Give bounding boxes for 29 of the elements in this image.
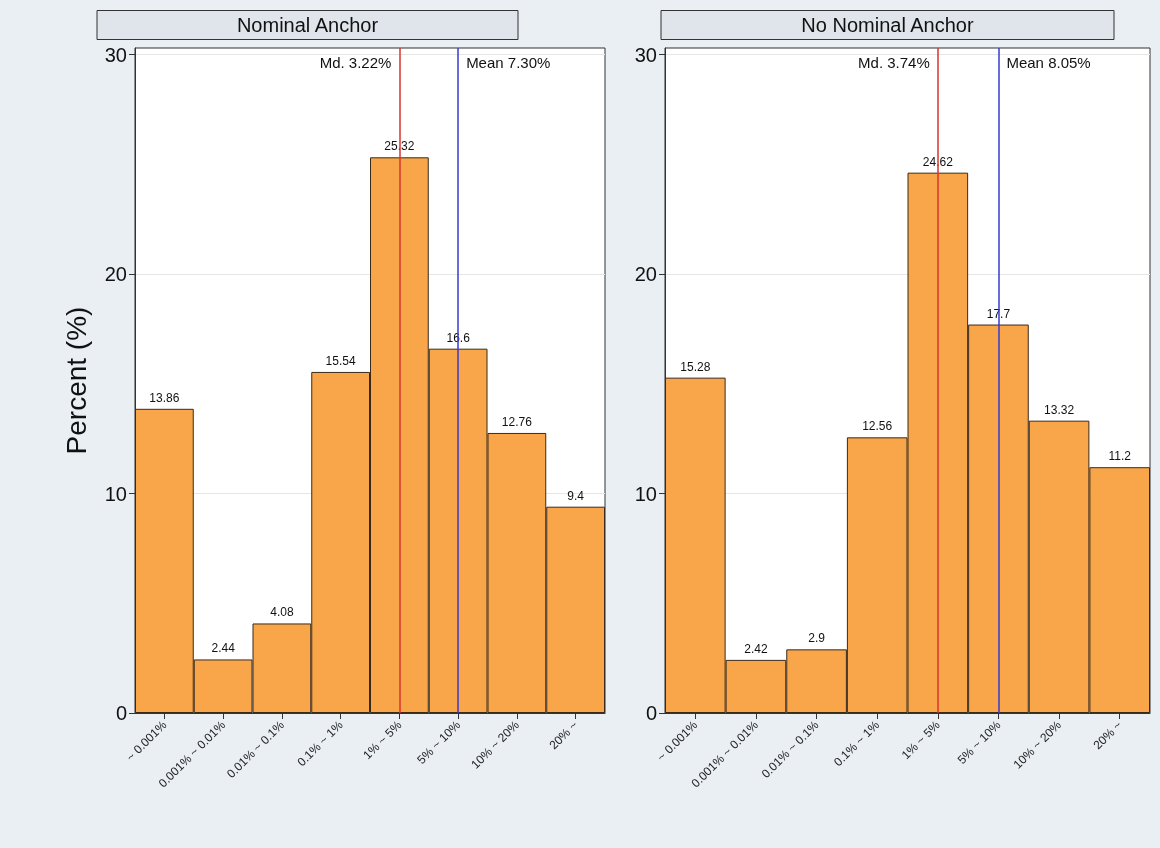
data-label: 2.9 bbox=[808, 631, 826, 646]
y-tick-label: 0 bbox=[645, 702, 657, 724]
data-label: 12.76 bbox=[501, 414, 533, 429]
data-label: 2.42 bbox=[744, 641, 768, 656]
data-label: 15.54 bbox=[325, 353, 356, 368]
ref-line-label: Md. 3.74% bbox=[858, 53, 930, 71]
ref-line-label: Mean 7.30% bbox=[466, 53, 551, 71]
data-label: 2.44 bbox=[211, 641, 236, 656]
data-label: 11.2 bbox=[1108, 449, 1132, 464]
y-tick-label: 20 bbox=[104, 263, 127, 286]
y-tick-label: 20 bbox=[634, 263, 657, 286]
data-label: 13.32 bbox=[1044, 402, 1075, 417]
data-label: 12.56 bbox=[862, 419, 893, 434]
ref-line-label: Mean 8.05% bbox=[1006, 53, 1091, 71]
x-tick-label: 1% ~ 5% bbox=[360, 717, 405, 763]
y-tick-label: 30 bbox=[104, 43, 127, 66]
data-label: 9.4 bbox=[567, 488, 585, 503]
y-axis-title: Percent (%) bbox=[60, 306, 92, 455]
y-tick-label: 10 bbox=[634, 482, 657, 505]
data-label: 13.86 bbox=[149, 390, 180, 405]
data-label: 4.08 bbox=[270, 605, 294, 620]
y-tick-label: 0 bbox=[115, 702, 127, 724]
y-tick-label: 30 bbox=[634, 43, 657, 66]
ref-line-label: Md. 3.22% bbox=[319, 53, 392, 71]
y-tick-label: 10 bbox=[104, 482, 127, 505]
chart-title: No Nominal Anchor bbox=[801, 14, 974, 36]
data-label: 15.28 bbox=[680, 359, 711, 374]
chart-title: Nominal Anchor bbox=[236, 14, 379, 36]
x-tick-label: 1% ~ 5% bbox=[898, 717, 943, 763]
